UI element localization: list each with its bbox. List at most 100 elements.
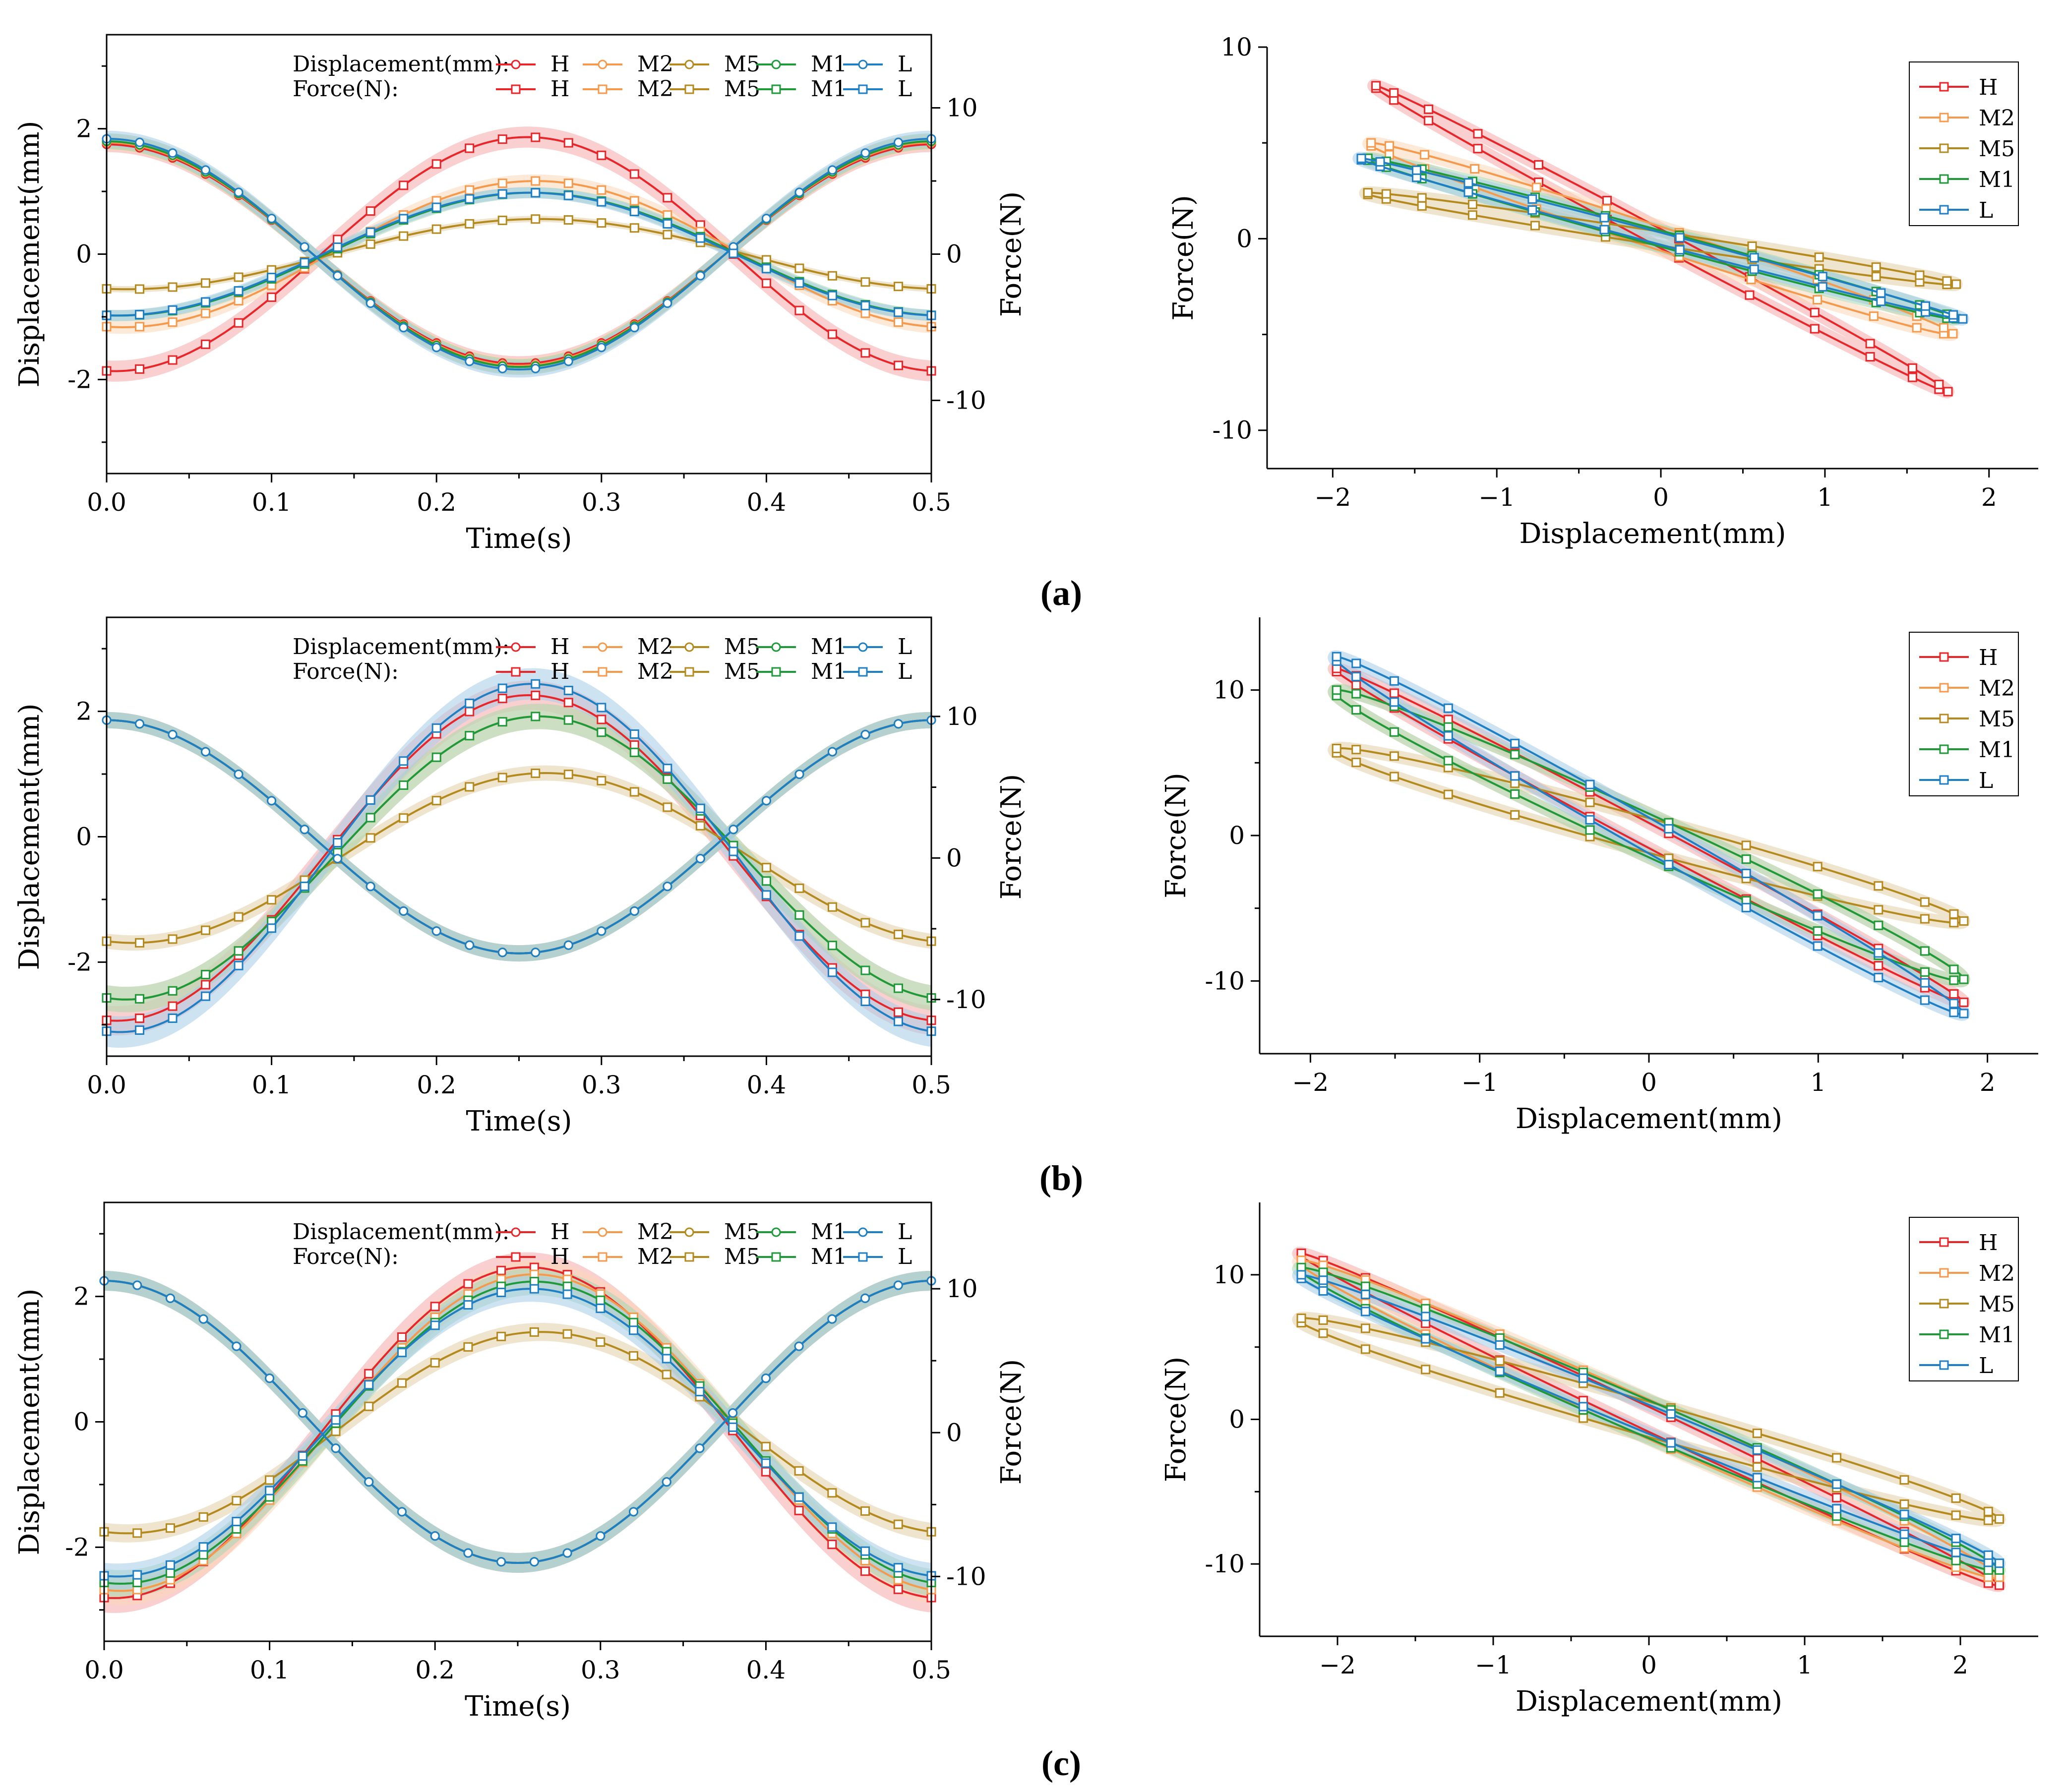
b-time-y2tick-label: 10 [946, 702, 978, 731]
b-loop-loop-point-H [1443, 715, 1453, 724]
c-loop-xtick-label: −2 [1319, 1651, 1356, 1679]
c-loop-loop-point-L [1832, 1504, 1842, 1514]
a-time-force-point-L [761, 264, 771, 274]
b-time-force-point-M5 [365, 833, 375, 843]
a-time-ytick-label: -2 [67, 365, 92, 394]
b-time-force-point-H [168, 1001, 178, 1011]
b-loop-ytick-label: 0 [1229, 821, 1245, 850]
b-time-displacement-point-L [629, 906, 639, 916]
b-time-force-point-L [267, 923, 277, 933]
a-time-xtick-label: 0.0 [87, 488, 126, 517]
b-time-force-point-L [827, 967, 837, 977]
a-time-force-point-L [695, 233, 705, 243]
panel-label: (b) [1039, 1158, 1083, 1198]
b-loop-loop-point-M1 [1443, 756, 1453, 766]
b-time-legend-marker-M5 [684, 667, 694, 677]
a-time-legend: Displacement(mm): H M2 M5 M1 L Force(N): H M2 M5 M… [293, 52, 912, 102]
b-time-force-point-M5 [497, 773, 507, 782]
a-time-legend-label-L: L [898, 52, 912, 77]
c-loop-loop-point-L [1495, 1340, 1505, 1350]
a-loop-loop-point-M2 [1384, 141, 1394, 151]
b-loop-loop-point-L [1585, 779, 1595, 789]
b-loop-loop-point-M5 [1351, 758, 1361, 768]
b-loop-loop-point-L [1813, 941, 1823, 951]
a-loop-loop-point-H [1389, 88, 1399, 98]
c-loop-loop-point-M5 [1360, 1344, 1370, 1354]
c-loop-loop-point-L [1579, 1373, 1588, 1383]
c-time-legend-label-L: L [898, 1244, 912, 1269]
panel-label: (c) [1041, 1743, 1081, 1783]
b-time-legend-label-M1: M1 [811, 659, 847, 684]
a-time-force-point-M5 [399, 231, 409, 241]
c-loop-ytick-label: 0 [1229, 1405, 1245, 1434]
a-loop-loop-point-M5 [1417, 201, 1427, 211]
a-time-legend-marker-L [858, 60, 868, 69]
c-loop-loop-point-M5 [1899, 1499, 1909, 1509]
c-loop-loop-point-M5 [1951, 1510, 1961, 1520]
a-time-displacement-line-L [106, 137, 932, 371]
b-loop-legend-marker-M2 [1939, 683, 1949, 693]
a-time-displacement-point-L [794, 187, 804, 197]
a-time-xtick-label: 0.5 [912, 488, 951, 517]
c-loop-loop-point-M5 [1318, 1315, 1328, 1325]
a-time-force-point-M5 [365, 239, 375, 249]
a-time-legend-label-M5: M5 [724, 52, 760, 77]
a-loop-loop-point-L [1818, 272, 1827, 282]
b-time-force-point-M5 [168, 934, 178, 944]
c-time-force-point-L [132, 1570, 142, 1580]
c-loop-loop-point-M5 [1995, 1514, 2004, 1524]
b-time-legend-marker-H [511, 667, 521, 677]
a-time-legend-marker-M2 [598, 84, 608, 94]
b-time-force-point-L [860, 997, 870, 1007]
a-time-force-point-M2 [893, 317, 903, 327]
b-time-legend-label-M5: M5 [724, 659, 760, 684]
a-time-plot-frame [106, 34, 932, 475]
b-time-force-point-M5 [860, 918, 870, 928]
a-loop-legend-label-H: H [1979, 75, 1998, 100]
a-time-chart: 0.0 0.1 0.2 0.3 0.4 0.5 2 0 -2 10 0 -10 Time(s) Displ… [13, 34, 1028, 555]
c-time-xtick-label: 0.1 [250, 1656, 290, 1684]
a-time-force-point-M5 [168, 282, 178, 292]
a-time-legend-marker-H [511, 60, 521, 69]
c-time-legend-label-M1: M1 [811, 1244, 847, 1269]
a-time-force-point-H [365, 206, 375, 216]
c-loop-loop-point-L [1983, 1550, 1993, 1560]
a-loop-loop-point-M5 [1417, 193, 1427, 203]
c-time-force-point-M5 [496, 1331, 506, 1341]
c-time-displacement-point-L [364, 1477, 374, 1487]
b-time-legend-marker-M2 [598, 667, 608, 677]
a-time-force-point-M2 [168, 317, 178, 327]
b-loop-ylabel: Force(N) [1160, 773, 1192, 898]
b-loop-legend-marker-M5 [1939, 714, 1949, 723]
b-time-force-point-M5 [465, 782, 475, 792]
a-time-force-point-L [431, 202, 441, 212]
b-loop-loop-point-M5 [1874, 881, 1884, 891]
a-time-legend-marker-M2 [598, 60, 608, 69]
a-time-displacement-point-L [860, 148, 870, 158]
c-time-force-point-M5 [794, 1466, 804, 1476]
c-time-force-point-M5 [662, 1370, 671, 1379]
b-loop-loop-point-L [1813, 911, 1823, 921]
a-time-displacement-point-L [201, 165, 211, 175]
b-time-force-point-L [531, 679, 541, 689]
c-time-xtick-label: 0.0 [84, 1656, 124, 1684]
b-time-displacement-point-L [465, 940, 475, 950]
b-time-displacement-point-L [893, 719, 903, 729]
a-time-force-point-M5 [201, 278, 211, 288]
a-loop-loop-point-H [1907, 363, 1917, 373]
b-time-force-point-M5 [695, 821, 705, 831]
a-time-force-point-H [333, 235, 343, 244]
c-time-force-point-L [397, 1348, 407, 1358]
b-loop-loop-point-L [1443, 731, 1453, 741]
c-loop-legend-label-M2: M2 [1979, 1261, 2015, 1286]
b-loop-xtick-label: 0 [1641, 1068, 1657, 1097]
b-loop-loop-point-M1 [1510, 789, 1520, 799]
a-loop-loop-point-H [1943, 387, 1953, 397]
a-time-force-point-L [629, 207, 639, 217]
b-time-force-point-M1 [465, 731, 475, 741]
b-loop-loop-line-M5 [1333, 747, 1965, 924]
b-time-legend-marker-M1 [771, 642, 781, 652]
a-time-xtick-label: 0.2 [417, 488, 456, 517]
b-loop-loop-point-H [1351, 680, 1361, 690]
